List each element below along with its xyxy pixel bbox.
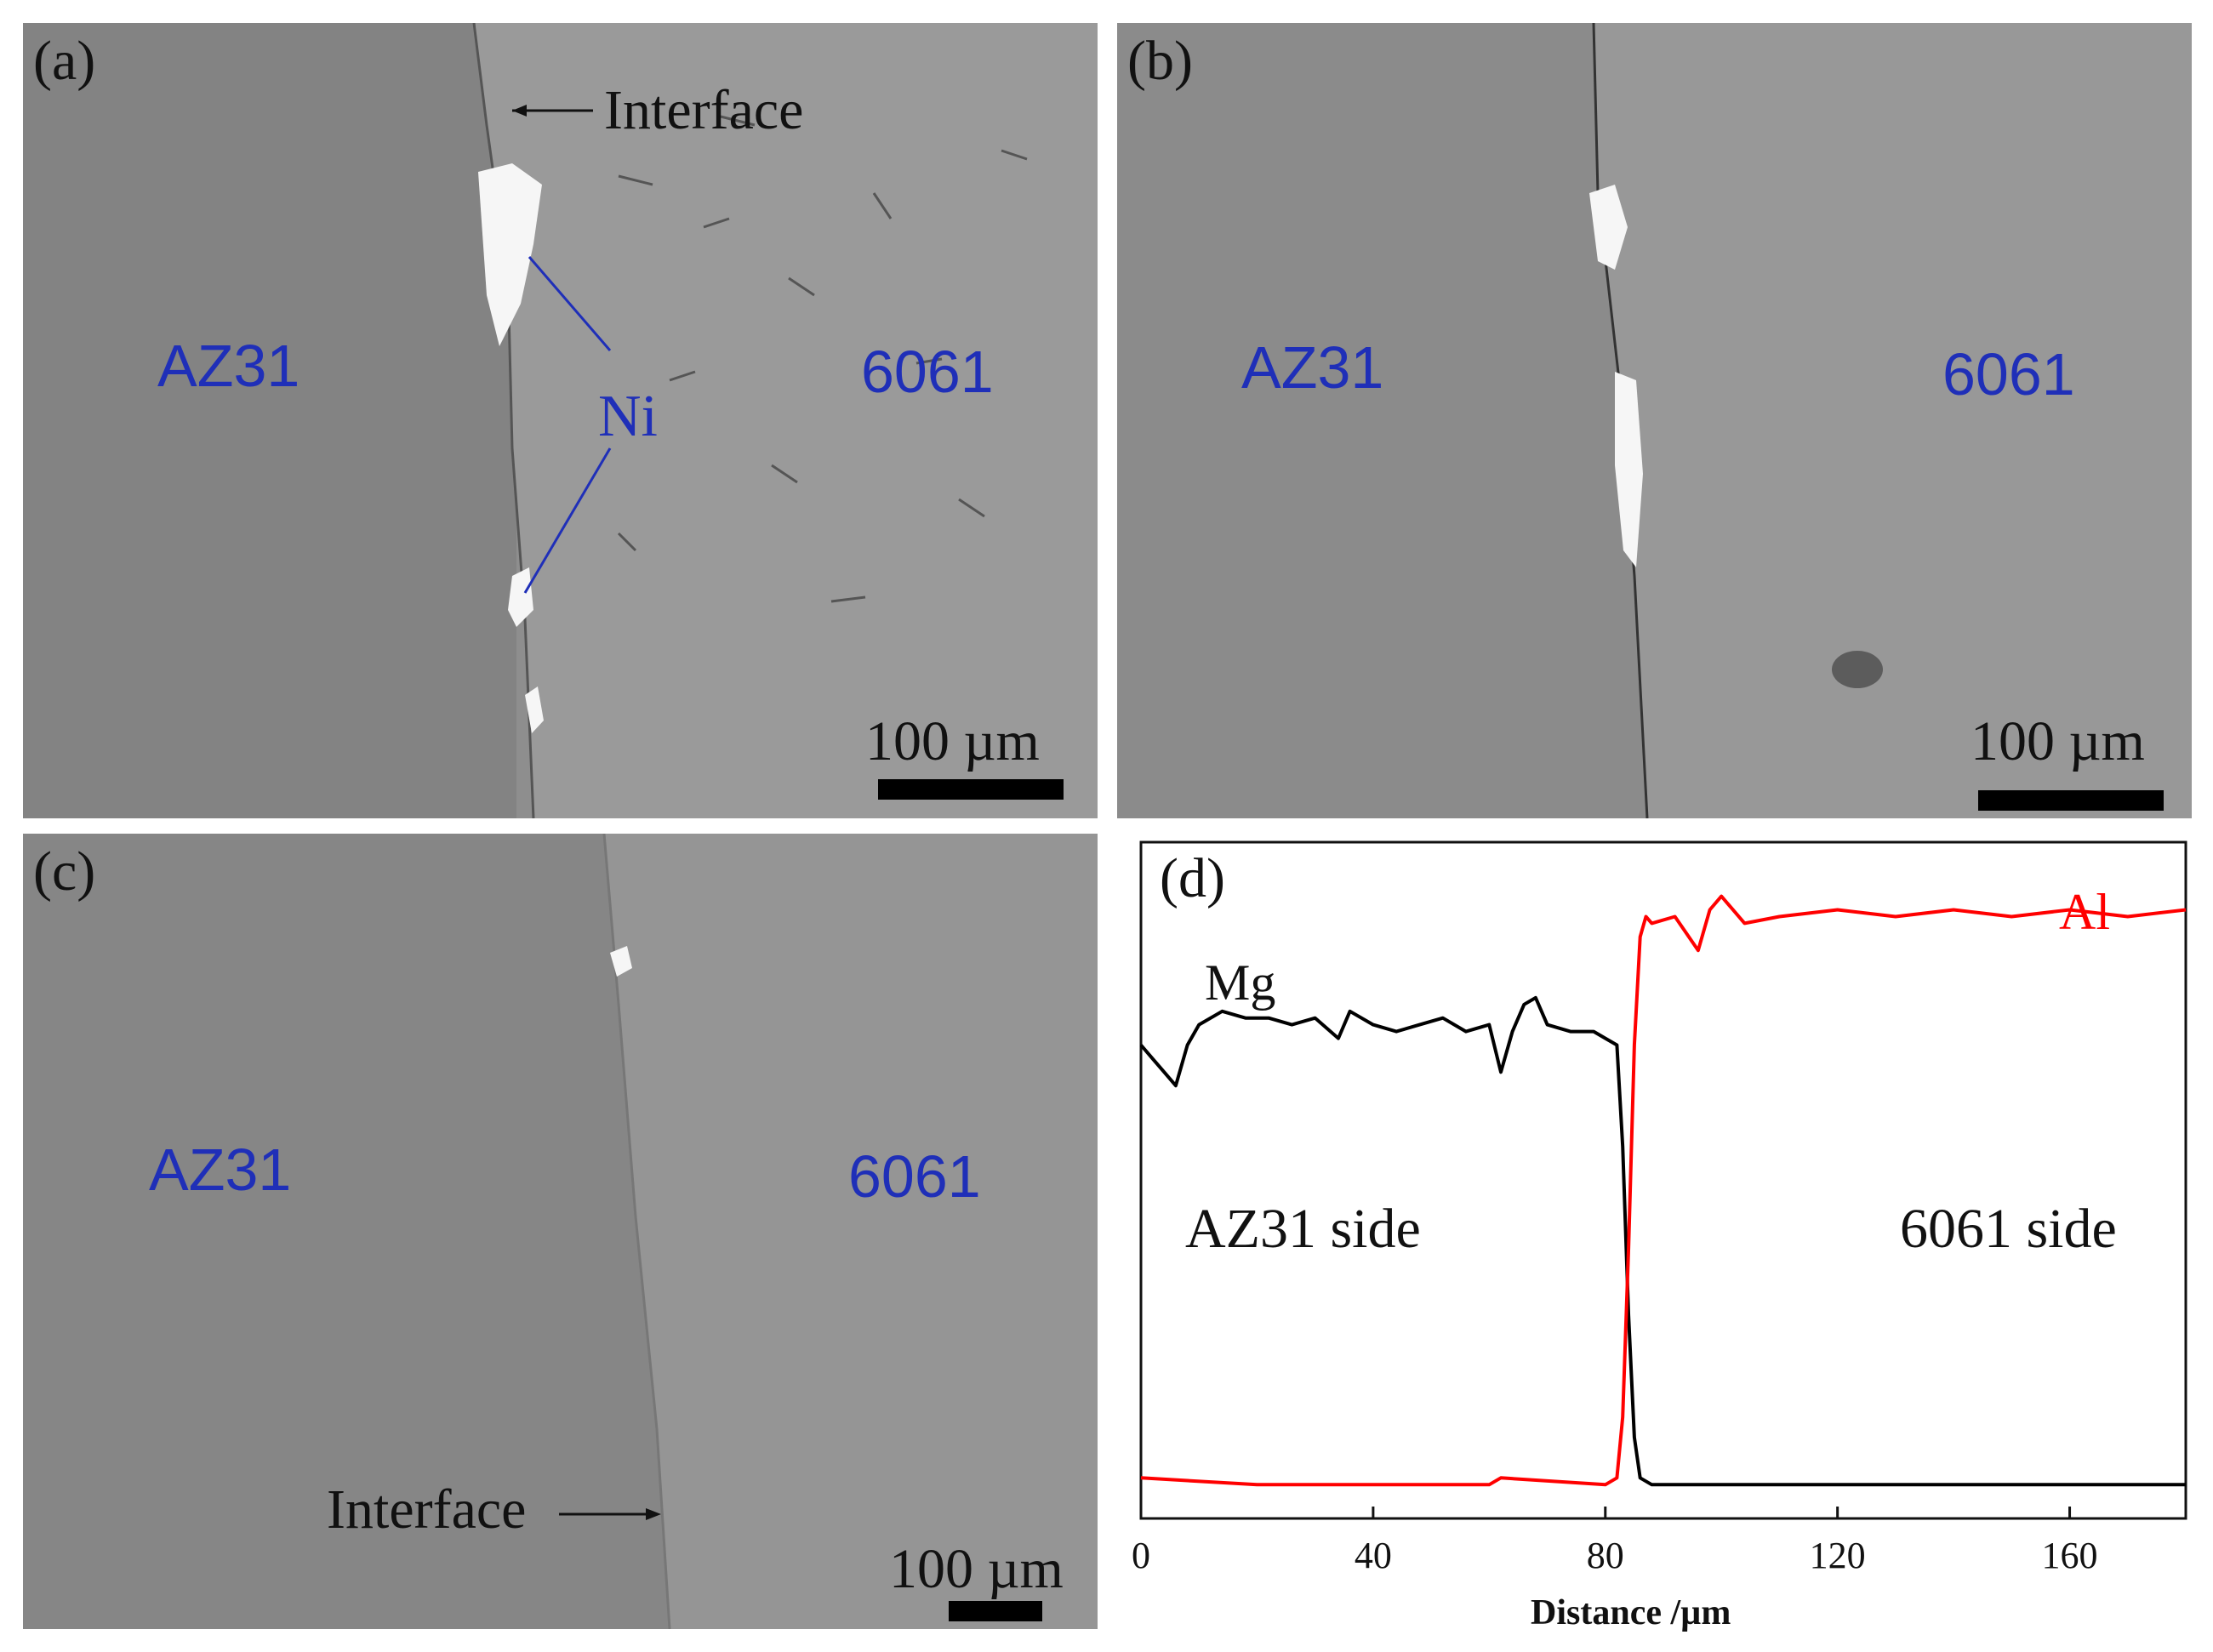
panel-a: (a) Interface AZ31 6061 Ni 100 µm <box>23 23 1098 818</box>
interface-arrowhead <box>646 1508 661 1520</box>
az31-label: AZ31 <box>1241 334 1384 401</box>
aa6061-label: 6061 <box>861 339 994 405</box>
scale-bar-label: 100 µm <box>889 1538 1064 1600</box>
panel-a-micrograph <box>23 23 1098 818</box>
az31-label: AZ31 <box>149 1136 292 1203</box>
interface-label: Interface <box>327 1478 527 1541</box>
x-tick-label: 0 <box>1132 1535 1150 1576</box>
az31-side-label: AZ31 side <box>1185 1198 1421 1260</box>
x-axis-label: Distance /µm <box>1531 1593 1731 1632</box>
interface-line <box>472 23 535 818</box>
ni-leader-line <box>523 447 612 594</box>
ni-particle <box>1589 185 1628 270</box>
panel-c-micrograph <box>23 834 1098 1629</box>
x-tick-label: 40 <box>1355 1535 1392 1576</box>
scale-bar <box>878 779 1064 800</box>
ni-label: Ni <box>598 384 658 449</box>
x-tick-label: 120 <box>1810 1535 1866 1576</box>
x-tick-label: 80 <box>1587 1535 1624 1576</box>
series-lines <box>1139 894 2187 1487</box>
aa6061-region <box>1594 23 2192 818</box>
scale-bar-label: 100 µm <box>865 710 1040 772</box>
plot-frame <box>1139 840 2187 1520</box>
series-line-mg <box>1139 995 2186 1487</box>
panel-d: 0 40 80 120 160 (d) AZ31 side 6061 side Mg A… <box>1117 834 2213 1652</box>
interface-label: Interface <box>604 79 804 141</box>
panel-b-label: (b) <box>1127 30 1193 92</box>
scale-bar <box>949 1601 1042 1621</box>
line-scan-chart: 0 40 80 120 160 <box>1132 840 2187 1576</box>
ni-particle <box>525 686 544 733</box>
panel-c: (c) AZ31 6061 Interface 100 µm <box>23 834 1098 1629</box>
panel-c-label: (c) <box>33 840 96 903</box>
interface-arrowhead <box>512 105 527 117</box>
pit <box>1832 651 1883 688</box>
x-tick-label: 160 <box>2042 1535 2098 1576</box>
scale-bar <box>1978 790 2164 811</box>
precipitate-marks <box>617 115 1028 603</box>
interface-line <box>602 834 671 1629</box>
az31-label: AZ31 <box>157 333 300 399</box>
aa6061-region <box>474 23 1098 818</box>
x-axis-ticks: 0 40 80 120 160 <box>1132 1507 2098 1576</box>
panel-d-label: (d) <box>1160 847 1225 909</box>
series-line-al <box>1140 894 2187 1487</box>
panel-b-micrograph <box>1117 23 2192 818</box>
aa6061-region <box>604 834 1098 1629</box>
ni-particle <box>610 946 632 977</box>
panel-a-label: (a) <box>33 30 96 92</box>
ni-particle <box>508 567 533 627</box>
az31-region <box>23 23 516 818</box>
scale-bar-label: 100 µm <box>1971 710 2145 772</box>
ni-particle <box>478 163 542 346</box>
aa6061-label: 6061 <box>1942 341 2075 407</box>
ni-particle <box>1615 372 1643 567</box>
aa6061-label: 6061 <box>848 1143 981 1210</box>
aa6061-side-label: 6061 side <box>1900 1198 2117 1260</box>
legend-mg: Mg <box>1205 954 1276 1011</box>
legend-al: Al <box>2059 884 2110 940</box>
ni-leader-line <box>528 256 612 351</box>
panel-b: (b) AZ31 6061 100 µm <box>1117 23 2192 818</box>
